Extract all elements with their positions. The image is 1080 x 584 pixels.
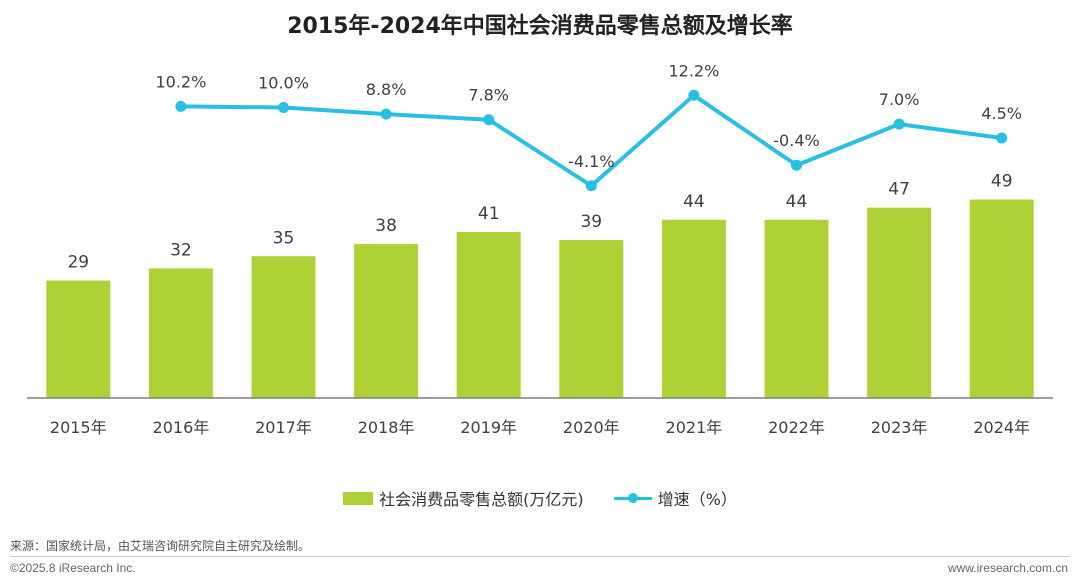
growth-point bbox=[175, 100, 187, 112]
chart-legend: 社会消费品零售总额(万亿元) 增速（%） bbox=[0, 486, 1080, 510]
footer-divider bbox=[10, 556, 1070, 557]
growth-point bbox=[996, 132, 1008, 144]
growth-point bbox=[893, 118, 905, 130]
growth-line-series: 10.2% 10.0% 8.8% 7.8% -4.1% 12.2% -0.4% 7.0% 4.5… bbox=[155, 61, 1022, 192]
x-tick-label: 2023年 bbox=[871, 418, 928, 437]
x-tick-label: 2017年 bbox=[255, 418, 312, 437]
bar-value-label: 44 bbox=[683, 192, 705, 212]
bar-value-label: 38 bbox=[375, 216, 397, 236]
bar bbox=[764, 219, 829, 398]
bar bbox=[354, 244, 419, 398]
bar-value-label: 29 bbox=[67, 253, 89, 273]
source-note: 来源：国家统计局，由艾瑞咨询研究院自主研究及绘制。 bbox=[10, 539, 311, 553]
growth-point bbox=[483, 114, 495, 126]
bar-value-label: 44 bbox=[786, 192, 808, 212]
legend-item-retail-sales: 社会消费品零售总额(万亿元) bbox=[343, 486, 584, 510]
x-tick-label: 2022年 bbox=[768, 418, 825, 437]
legend-label-retail-sales: 社会消费品零售总额(万亿元) bbox=[379, 490, 584, 509]
bar-value-label: 49 bbox=[991, 172, 1013, 192]
chart-title: 2015年-2024年中国社会消费品零售总额及增长率 bbox=[287, 14, 793, 39]
bar bbox=[969, 199, 1034, 398]
legend-item-growth: 增速（%） bbox=[613, 486, 737, 510]
x-tick-label: 2024年 bbox=[973, 418, 1030, 437]
x-axis-ticks: 2015年 2016年 2017年 2018年 2019年 2020年 2021年 2022年… bbox=[50, 418, 1030, 437]
website-link[interactable]: www.iresearch.com.cn bbox=[947, 561, 1068, 575]
x-tick-label: 2018年 bbox=[358, 418, 415, 437]
growth-value-label: -4.1% bbox=[568, 152, 614, 171]
chart-plot: 29 32 35 38 41 39 44 44 47 49 2015年 2016年 2017年 2018… bbox=[27, 61, 1053, 437]
bar bbox=[251, 256, 316, 398]
bar bbox=[46, 280, 111, 398]
legend-swatch-bar bbox=[343, 491, 374, 505]
growth-point bbox=[278, 102, 289, 113]
x-tick-label: 2016年 bbox=[153, 418, 210, 437]
growth-value-label: 4.5% bbox=[981, 104, 1022, 123]
growth-point bbox=[791, 159, 802, 171]
bar-series: 29 32 35 38 41 39 44 44 47 49 bbox=[46, 172, 1034, 398]
growth-value-label: 10.2% bbox=[155, 72, 206, 91]
x-tick-label: 2021年 bbox=[666, 418, 723, 437]
bar-value-label: 35 bbox=[273, 228, 295, 248]
x-tick-label: 2015年 bbox=[50, 418, 107, 437]
copyright-text: ©2025.8 iResearch Inc. bbox=[10, 561, 136, 575]
bar bbox=[661, 219, 726, 398]
growth-value-label: -0.4% bbox=[773, 131, 819, 150]
bar bbox=[456, 231, 521, 398]
bar-value-label: 39 bbox=[580, 212, 602, 232]
bar-value-label: 41 bbox=[478, 204, 500, 224]
growth-point bbox=[380, 108, 392, 120]
bar bbox=[559, 240, 624, 398]
growth-point bbox=[688, 89, 700, 101]
bar-value-label: 47 bbox=[888, 180, 910, 200]
legend-swatch-line bbox=[613, 491, 652, 505]
bar bbox=[867, 207, 932, 398]
x-tick-label: 2020年 bbox=[563, 418, 620, 437]
legend-label-growth: 增速（%） bbox=[657, 490, 737, 509]
bar bbox=[148, 268, 213, 398]
growth-value-label: 7.0% bbox=[879, 90, 920, 109]
x-tick-label: 2019年 bbox=[460, 418, 517, 437]
growth-value-label: 12.2% bbox=[668, 61, 719, 80]
growth-value-label: 8.8% bbox=[366, 80, 407, 99]
growth-value-label: 7.8% bbox=[468, 86, 509, 105]
growth-value-label: 10.0% bbox=[258, 74, 309, 93]
growth-point bbox=[585, 180, 597, 192]
bar-value-label: 32 bbox=[170, 240, 192, 260]
